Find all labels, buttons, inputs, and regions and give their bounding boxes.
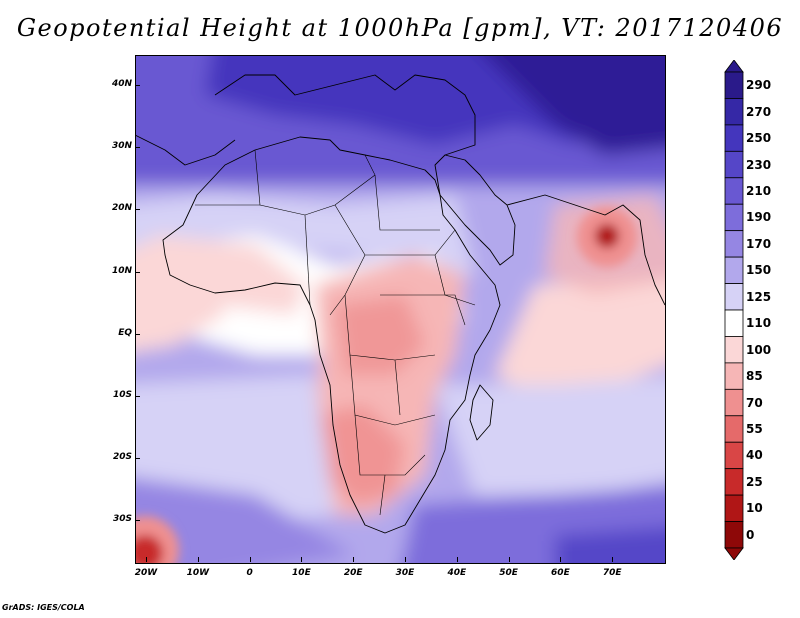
lon-tick	[612, 557, 614, 562]
colorbar-swatch	[724, 256, 744, 284]
colorbar-swatch	[724, 203, 744, 232]
colorbar-label: 190	[746, 210, 772, 225]
colorbar-swatch	[724, 98, 744, 126]
colorbar-swatch	[724, 521, 744, 549]
colorbar-swatch	[724, 415, 744, 443]
colorbar-label: 10	[746, 501, 763, 516]
colorbar-swatch	[724, 124, 744, 152]
lon-tick	[560, 557, 562, 562]
colorbar-label: 55	[746, 422, 763, 436]
colorbar-label: 290	[746, 78, 772, 93]
lon-label-20w: 20W	[134, 568, 158, 578]
geopotential-map	[135, 55, 665, 563]
lat-label-10s: 10S	[112, 390, 132, 400]
colorbar-label: 85	[746, 369, 763, 384]
colorbar-label: 25	[746, 474, 763, 489]
map-title: Geopotential Height at 1000hPa [gpm], VT…	[16, 14, 784, 42]
colorbar-swatch	[724, 388, 744, 417]
colorbar-label: 210	[746, 184, 772, 198]
colorbar-label: 270	[746, 104, 772, 119]
lat-tick	[135, 209, 140, 211]
lon-label-0: 0	[246, 568, 253, 578]
colorbar-swatch	[724, 150, 744, 179]
lat-tick	[135, 458, 140, 460]
lat-tick	[135, 333, 140, 335]
lon-tick	[353, 557, 355, 562]
colorbar-swatch	[724, 309, 744, 337]
lon-label-70e: 70E	[602, 568, 622, 578]
lat-label-10n: 10N	[111, 265, 132, 276]
colorbar-label: 70	[746, 395, 763, 410]
lat-label-20s: 20S	[112, 452, 132, 463]
colorbar-swatch	[724, 71, 744, 99]
lon-label-30e: 30E	[395, 568, 415, 578]
colorbar-label: 150	[746, 263, 772, 278]
lat-label-30n: 30N	[111, 141, 132, 152]
lon-label-20e: 20E	[343, 568, 363, 578]
colorbar-label: 0	[746, 527, 755, 542]
lon-tick	[197, 557, 199, 562]
lon-tick	[456, 557, 458, 562]
lon-label-10e: 10E	[292, 568, 311, 578]
colorbar-label: 110	[746, 316, 772, 331]
lat-label-eq: EQ	[118, 327, 132, 338]
colorbar-swatch	[724, 230, 744, 258]
lon-label-10w: 10W	[186, 568, 210, 578]
lon-tick	[508, 557, 510, 562]
colorbar-swatch	[724, 441, 744, 470]
colorbar-label: 170	[746, 236, 772, 251]
colorbar-swatch	[724, 468, 744, 496]
colorbar-label: 40	[746, 448, 763, 463]
lon-tick	[249, 557, 251, 562]
colorbar	[724, 60, 744, 560]
map-panel[interactable]	[135, 55, 665, 563]
country-borders	[195, 149, 476, 516]
lat-tick	[135, 396, 140, 397]
colorbar-label: 230	[746, 157, 772, 172]
lat-tick	[135, 520, 140, 522]
colorbar-label: 100	[746, 342, 772, 357]
colorbar-label: 250	[746, 131, 772, 146]
lat-tick	[135, 147, 140, 149]
lat-label-20n: 20N	[111, 203, 132, 214]
colorbar-swatch	[724, 494, 744, 522]
lat-label-40n: 40N	[111, 79, 132, 89]
colorbar-top-arrow	[724, 60, 744, 73]
lon-tick	[146, 557, 147, 562]
lat-label-30s: 30S	[112, 514, 132, 525]
lon-label-40e: 40E	[447, 568, 467, 578]
grads-credit: GrADS: IGES/COLA	[2, 603, 85, 612]
colorbar-label: 125	[746, 289, 772, 304]
colorbar-swatch	[724, 283, 744, 311]
colorbar-swatch	[724, 177, 744, 205]
lon-label-50e: 50E	[499, 568, 518, 578]
colorbar-bottom-arrow	[724, 547, 744, 560]
coastlines	[135, 74, 665, 534]
lat-tick	[135, 85, 140, 86]
colorbar-swatch	[724, 336, 744, 364]
lon-tick	[301, 557, 303, 562]
lon-label-60e: 60E	[551, 568, 570, 578]
lat-tick	[135, 271, 140, 273]
lon-tick	[405, 557, 406, 562]
colorbar-swatches	[724, 60, 744, 560]
colorbar-swatch	[724, 362, 744, 390]
